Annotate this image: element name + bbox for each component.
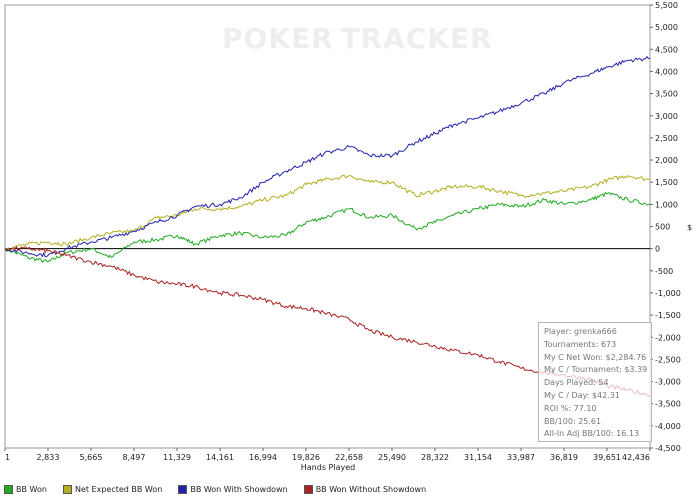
y-tick-label: 4,000: [655, 67, 678, 76]
x-tick-label: 31,154: [464, 453, 492, 462]
legend-label: BB Won Without Showdown: [315, 484, 427, 494]
stats-row: BB/100: 25.61: [544, 416, 602, 426]
x-tick-label: 28,322: [421, 453, 449, 462]
series-line-0: [4, 191, 651, 264]
watermark-brand-b: TRACKER: [340, 22, 492, 55]
chart-series: [4, 55, 651, 397]
legend-label: BB Won: [16, 484, 47, 494]
y-axis-title: $: [687, 223, 692, 232]
x-tick-label: 19,826: [292, 453, 320, 462]
x-tick-label: 25,490: [378, 453, 406, 462]
y-tick-label: 3,500: [655, 90, 678, 99]
y-tick-label: 0: [655, 245, 660, 254]
legend-item: BB Won With Showdown: [178, 484, 288, 494]
x-tick-label: 5,665: [80, 453, 103, 462]
legend-swatch: [62, 484, 72, 494]
legend-label: Net Expected BB Won: [74, 484, 163, 494]
x-tick-label: 42,436: [622, 453, 650, 462]
y-tick-label: -2,500: [655, 355, 681, 364]
x-tick-label: 1: [5, 453, 10, 462]
stats-row: My C / Tournament: $3.39: [544, 365, 648, 375]
stats-row: Days Played: 54: [544, 378, 609, 388]
legend: BB Won Net Expected BB Won BB Won With Sho…: [4, 482, 426, 496]
y-tick-label: -2,000: [655, 333, 681, 342]
y-tick-label: 2,500: [655, 134, 678, 143]
y-tick-label: -500: [655, 267, 673, 276]
x-tick-label: 36,819: [550, 453, 578, 462]
series-line-1: [4, 174, 651, 251]
stats-row: Player: grenka666: [544, 327, 617, 336]
stats-box: Player: grenka666 Tournaments: 673 My C Ne…: [538, 322, 652, 442]
legend-swatch: [303, 484, 313, 494]
y-tick-label: 2,000: [655, 156, 678, 165]
x-tick-label: 8,497: [123, 453, 146, 462]
legend-item: BB Won Without Showdown: [303, 484, 427, 494]
x-tick-label: 39,651: [593, 453, 621, 462]
y-tick-label: 500: [655, 223, 670, 232]
stats-row: Tournaments: 673: [544, 339, 617, 349]
x-tick-label: 14,161: [206, 453, 234, 462]
y-tick-label: -1,500: [655, 311, 681, 320]
chart-area: POKER TRACKER 5,500 5,000 4,500 4,000 3,500 3,…: [4, 1, 692, 472]
series-line-2: [4, 55, 651, 258]
legend-swatch: [178, 484, 188, 494]
stats-row: My C / Day: $42.31: [544, 391, 620, 400]
y-tick-label: 3,000: [655, 112, 678, 121]
x-tick-label: 33,987: [507, 453, 535, 462]
x-tick-label: 22,658: [335, 453, 363, 462]
legend-label: BB Won With Showdown: [190, 484, 288, 494]
y-tick-label: 1,500: [655, 178, 678, 187]
chart-axes: 5,500 5,000 4,500 4,000 3,500 3,000 2,500 2,000…: [4, 1, 681, 462]
legend-item: BB Won: [4, 484, 47, 494]
y-tick-label: 5,500: [655, 1, 678, 10]
y-tick-label: 4,500: [655, 45, 678, 54]
stats-row: All-In Adj BB/100: 16.13: [544, 429, 640, 439]
stats-row: My C Net Won: $2,284.76: [544, 352, 647, 362]
stats-row: ROI %: 77.10: [544, 403, 597, 413]
y-tick-label: -4,500: [655, 444, 681, 453]
x-axis-title: Hands Played: [301, 463, 355, 472]
y-tick-label: -3,000: [655, 378, 681, 387]
y-tick-label: 5,000: [655, 23, 678, 32]
y-tick-label: -3,500: [655, 400, 681, 409]
x-tick-label: 16,994: [249, 453, 277, 462]
legend-item: Net Expected BB Won: [62, 484, 163, 494]
y-tick-label: 1,000: [655, 200, 678, 209]
legend-swatch: [4, 484, 13, 494]
x-tick-label: 11,329: [163, 453, 191, 462]
x-tick-label: 2,833: [37, 453, 60, 462]
watermark-brand-a: POKER: [222, 22, 332, 55]
y-tick-label: -1,000: [655, 289, 681, 298]
y-tick-label: -4,000: [655, 422, 681, 431]
watermark-logo: POKER TRACKER: [222, 22, 493, 55]
